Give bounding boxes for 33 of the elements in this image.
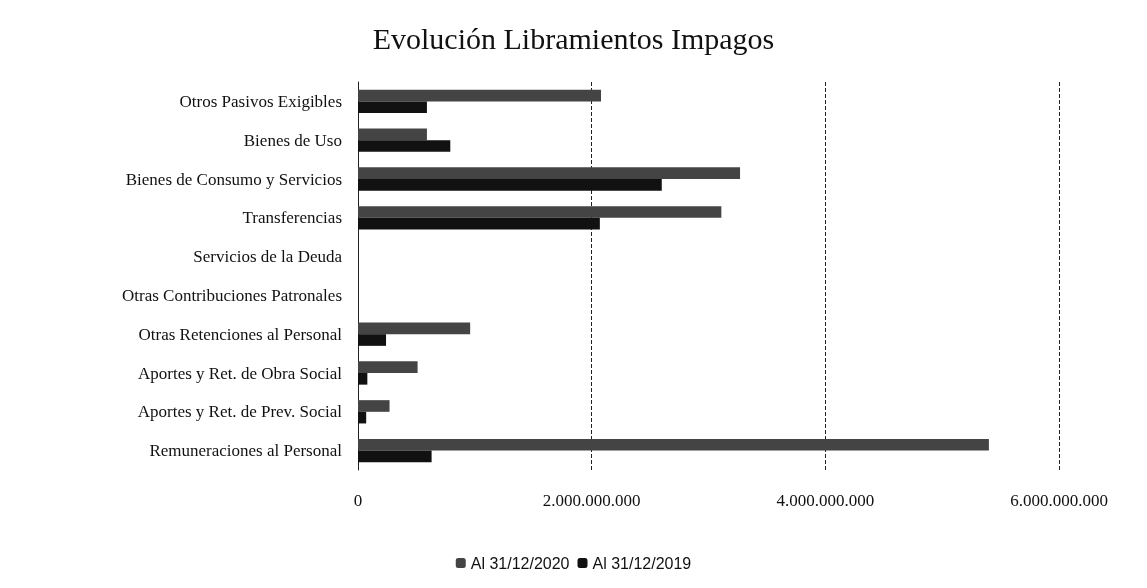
bar xyxy=(358,373,368,385)
bar xyxy=(358,334,387,346)
x-tick-label: 2.000.000.000 xyxy=(542,491,641,510)
bar xyxy=(358,101,427,114)
bar xyxy=(358,179,662,191)
bar xyxy=(358,128,427,141)
y-tick-label: Bienes de Uso xyxy=(243,130,342,150)
bar xyxy=(358,361,418,373)
bar xyxy=(358,167,741,179)
y-tick-label: Remuneraciones al Personal xyxy=(149,441,343,461)
bar xyxy=(358,322,471,335)
legend-label: Al 31/12/2020 xyxy=(470,554,570,572)
bar xyxy=(358,400,390,412)
legend-label: Al 31/12/2019 xyxy=(592,554,692,572)
y-tick-label: Aportes y Ret. de Obra Social xyxy=(138,363,343,383)
y-tick-label: Otras Contribuciones Patronales xyxy=(121,285,342,305)
bar xyxy=(358,140,451,152)
y-tick-label: Otras Retenciones al Personal xyxy=(138,324,343,344)
y-tick-label: Aportes y Ret. de Prev. Social xyxy=(137,402,343,422)
y-tick-label: Bienes de Consumo y Servicios xyxy=(125,169,342,189)
bar xyxy=(358,438,989,451)
x-tick-label: 4.000.000.000 xyxy=(776,491,875,510)
x-tick-label: 6.000.000.000 xyxy=(1010,491,1108,510)
x-tick-label: 0 xyxy=(353,491,363,510)
bar xyxy=(358,89,602,102)
bar xyxy=(358,450,432,463)
y-tick-label: Transferencias xyxy=(242,208,342,228)
y-tick-label: Otros Pasivos Exigibles xyxy=(179,91,342,111)
chart-title: Evolución Libramientos Impagos xyxy=(372,21,775,55)
bar xyxy=(358,206,722,218)
bar xyxy=(358,217,600,230)
y-tick-label: Servicios de la Deuda xyxy=(193,247,343,267)
bar xyxy=(358,411,367,424)
